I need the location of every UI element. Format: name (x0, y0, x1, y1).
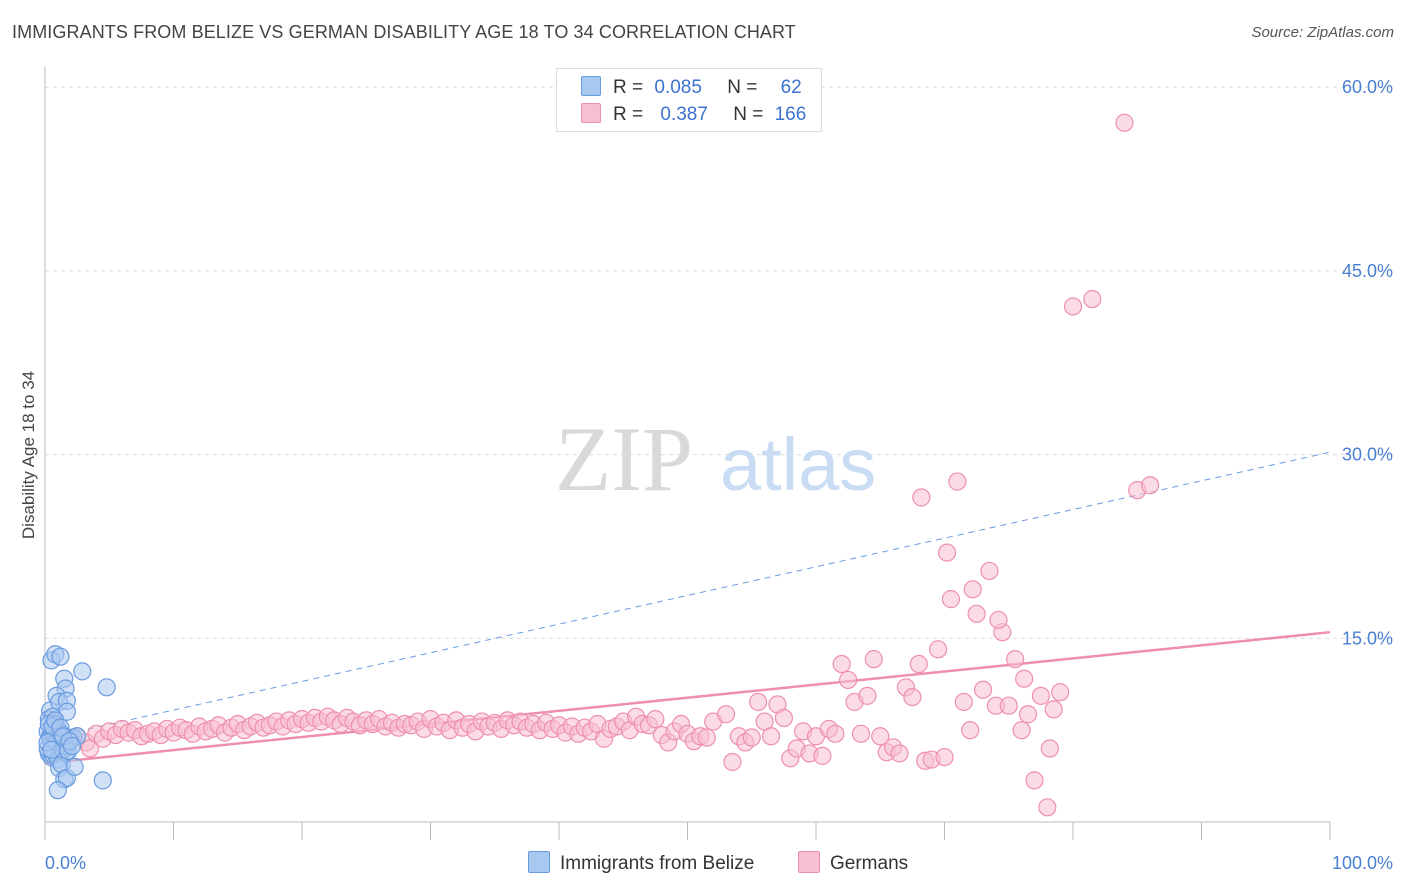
point-germans (1018, 705, 1038, 724)
watermark-zip: ZIP (555, 408, 693, 510)
x-tick-label: 0.0% (45, 853, 86, 873)
point-germans (864, 650, 883, 669)
y-axis-label: Disability Age 18 to 34 (19, 371, 38, 539)
point-germans (1083, 290, 1102, 309)
legend-r-label: R = (613, 104, 644, 125)
y-tick-label: 15.0% (1342, 628, 1393, 648)
point-germans (858, 686, 877, 705)
y-tick-label: 45.0% (1342, 261, 1393, 281)
point-belize (97, 678, 116, 697)
point-germans (1063, 297, 1083, 316)
point-germans (826, 724, 845, 743)
legend-r-label: R = (613, 77, 644, 98)
point-germans (1031, 686, 1050, 705)
point-germans (697, 728, 716, 747)
point-germans (839, 670, 858, 690)
point-belize (62, 736, 82, 756)
point-belize (51, 647, 70, 666)
watermark: ZIP atlas (555, 408, 876, 510)
legend-swatch-belize (581, 76, 601, 96)
point-germans (716, 705, 736, 724)
y-tick-label: 60.0% (1342, 77, 1393, 97)
point-germans (761, 727, 781, 746)
point-germans (1140, 476, 1160, 495)
point-germans (941, 590, 961, 609)
point-germans (1006, 650, 1025, 669)
point-germans (1051, 683, 1070, 702)
point-germans (851, 724, 871, 743)
legend-n-value: 62 (780, 77, 802, 98)
tick-labels: 15.0% 30.0% 45.0% 60.0% 0.0% 100.0% (45, 77, 1393, 873)
point-germans (909, 654, 928, 674)
point-germans (646, 710, 665, 729)
point-belize (48, 781, 67, 800)
point-germans (967, 604, 986, 623)
point-germans (980, 561, 999, 581)
legend-r-value: 0.387 (660, 104, 708, 125)
trend-lines (44, 451, 1331, 765)
point-germans (954, 692, 973, 712)
point-germans (912, 488, 931, 507)
grid-lines (45, 86, 1392, 639)
data-points (38, 113, 1160, 817)
point-germans (999, 696, 1018, 715)
bottom-legend-swatch-germans (798, 851, 820, 873)
point-germans (1025, 771, 1044, 790)
point-germans (1015, 669, 1034, 688)
watermark-atlas: atlas (720, 423, 876, 506)
axes (44, 67, 1331, 840)
point-germans (961, 721, 980, 740)
point-germans (973, 680, 993, 699)
point-germans (1040, 739, 1059, 758)
stats-legend: R = 0.085 N = 62 R = 0.387 N = 166 (556, 68, 822, 132)
point-germans (723, 752, 742, 772)
legend-row-belize: R = 0.085 N = 62 (581, 76, 802, 100)
point-belize (65, 757, 84, 776)
y-tick-label: 30.0% (1342, 445, 1393, 465)
legend-row-germans: R = 0.387 N = 166 (581, 103, 806, 127)
point-germans (948, 472, 967, 491)
point-germans (1012, 721, 1031, 740)
point-germans (871, 727, 890, 746)
point-belize (93, 771, 112, 790)
point-germans (1038, 798, 1057, 817)
legend-r-value: 0.085 (654, 77, 702, 98)
point-germans (832, 654, 851, 674)
bottom-legend-germans: Germans (798, 851, 908, 877)
bottom-legend-swatch-belize (528, 851, 550, 873)
source-label: Source: ZipAtlas.com (1251, 24, 1394, 41)
point-germans (937, 543, 957, 562)
point-germans (935, 747, 954, 767)
bottom-legend-label-belize: Immigrants from Belize (560, 853, 755, 874)
point-germans (749, 692, 768, 712)
bottom-legend-label-germans: Germans (830, 853, 909, 874)
point-germans (1115, 113, 1134, 132)
legend-swatch-germans (581, 103, 601, 123)
point-germans (903, 687, 922, 707)
trend-line-germans (44, 630, 1331, 765)
legend-n-label: N = (733, 104, 764, 125)
chart-title: IMMIGRANTS FROM BELIZE VS GERMAN DISABIL… (12, 22, 796, 42)
point-germans (963, 580, 982, 599)
point-belize (42, 740, 61, 759)
point-germans (742, 728, 761, 747)
point-germans (774, 708, 793, 728)
point-germans (1044, 700, 1063, 719)
point-germans (928, 640, 948, 659)
legend-n-value: 166 (774, 104, 807, 125)
x-tick-label: 100.0% (1332, 853, 1393, 873)
point-germans (989, 610, 1008, 630)
point-germans (890, 744, 909, 763)
point-germans (813, 746, 832, 765)
point-belize (73, 662, 92, 681)
bottom-legend-belize: Immigrants from Belize (528, 851, 754, 877)
legend-n-label: N = (727, 77, 758, 98)
